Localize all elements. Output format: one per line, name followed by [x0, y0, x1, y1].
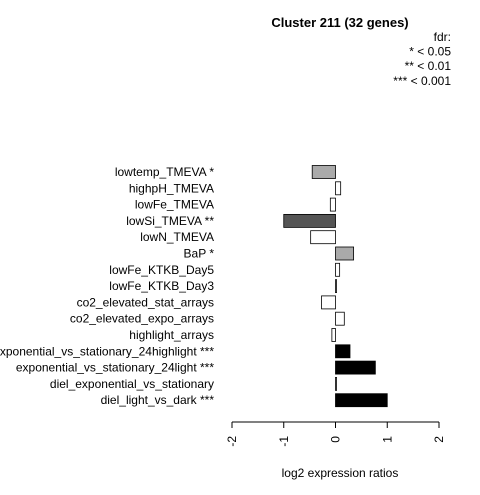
bar [335, 393, 388, 408]
bar [335, 360, 376, 375]
x-tick-label: 2 [432, 436, 446, 443]
legend-entry: *** < 0.001 [393, 74, 451, 88]
bar [329, 197, 336, 212]
bar [321, 295, 336, 310]
legend-entry: ** < 0.01 [405, 59, 452, 73]
bar [335, 246, 355, 261]
category-label: co2_elevated_expo_arrays [70, 312, 214, 326]
category-label: lowFe_KTKB_Day3 [109, 279, 214, 293]
bar [331, 328, 336, 342]
category-label: diel_exponential_vs_stationary [50, 377, 214, 391]
bar [335, 181, 342, 196]
bars [283, 165, 388, 408]
bar [335, 279, 337, 294]
category-label: lowSi_TMEVA ** [126, 214, 214, 228]
category-label: highpH_TMEVA [129, 181, 214, 195]
x-axis-label: log2 expression ratios [282, 466, 399, 480]
category-label: exponential_vs_stationary_24highlight **… [0, 344, 214, 358]
category-label: lowFe_TMEVA [135, 198, 214, 212]
legend-entry: fdr: [434, 30, 451, 44]
category-label: lowtemp_TMEVA * [115, 165, 214, 179]
category-label: lowFe_KTKB_Day5 [109, 263, 214, 277]
category-label: diel_light_vs_dark *** [101, 393, 215, 407]
category-label: highlight_arrays [129, 328, 214, 342]
x-tick-label: -1 [277, 436, 291, 447]
category-label: lowN_TMEVA [140, 230, 214, 244]
x-tick-label: 0 [329, 436, 343, 443]
category-labels: lowtemp_TMEVA * highpH_TMEVA lowFe_TMEVAlo… [0, 165, 214, 407]
category-label: exponential_vs_stationary_24light *** [16, 361, 214, 375]
legend-entry: * < 0.05 [409, 45, 451, 59]
legend: fdr:* < 0.05** < 0.01*** < 0.001 [393, 30, 451, 88]
bar [311, 165, 336, 179]
x-tick-label: -2 [225, 436, 239, 447]
bar [335, 344, 351, 359]
bar [335, 376, 337, 391]
bar [335, 262, 341, 277]
bar [310, 230, 336, 245]
bar [335, 311, 345, 326]
chart-title: Cluster 211 (32 genes) [271, 15, 408, 30]
x-axis: -2 -1 0 1 2 [225, 421, 446, 447]
x-tick-label: 1 [380, 436, 394, 443]
bar [283, 213, 336, 228]
category-label: co2_elevated_stat_arrays [77, 295, 214, 309]
category-label: BaP * [184, 247, 215, 261]
